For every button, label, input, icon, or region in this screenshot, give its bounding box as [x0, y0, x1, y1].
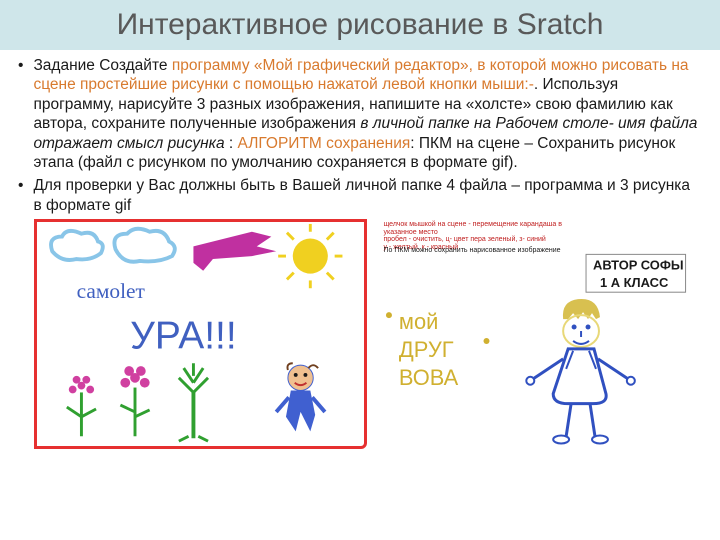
instr-black: По ПКМ можно сохранить нарисованное изоб… [383, 247, 560, 254]
text-highlight: АЛГОРИТМ сохранения [238, 135, 411, 152]
text-part: Задание Создайте [33, 57, 171, 74]
drawing1-text-samolet: самоlет [77, 279, 146, 303]
drawing-1-svg: самоlет УРА!!! [37, 222, 364, 446]
drawing1-text-ura: УРА!!! [130, 315, 237, 358]
bullet-dot: • [18, 56, 23, 172]
text-vova: ВОВА [399, 365, 459, 390]
drawing-1: самоlет УРА!!! [34, 219, 367, 449]
text-part: : [225, 135, 238, 152]
bullet-1: • Задание Создайте программу «Мой графич… [22, 56, 698, 172]
tree [179, 363, 208, 441]
slide-title: Интерактивное рисование в Sratch [0, 8, 720, 42]
person-vova [527, 299, 635, 444]
text-name: СОФЫ [641, 257, 684, 272]
text-drug: ДРУГ [399, 337, 454, 362]
bullet-2: • Для проверки у Вас должны быть в Вашей… [22, 176, 698, 215]
bullet-dot: • [18, 176, 23, 215]
bullet-2-text: Для проверки у Вас должны быть в Вашей л… [33, 176, 698, 215]
flower-2 [120, 366, 149, 436]
person [276, 363, 325, 431]
drawing-2: щелчок мышкой на сцене - перемещение кар… [379, 219, 698, 449]
flower-1 [67, 376, 96, 436]
text-moi: мой [399, 309, 438, 334]
text-class: 1 А КЛАСС [600, 275, 668, 290]
bullet-1-text: Задание Создайте программу «Мой графичес… [33, 56, 698, 172]
slide-header: Интерактивное рисование в Sratch [0, 0, 720, 50]
slide-content: • Задание Создайте программу «Мой графич… [0, 50, 720, 449]
drawings-row: самоlет УРА!!! [22, 219, 698, 449]
text-avtor: АВТОР [593, 257, 638, 272]
